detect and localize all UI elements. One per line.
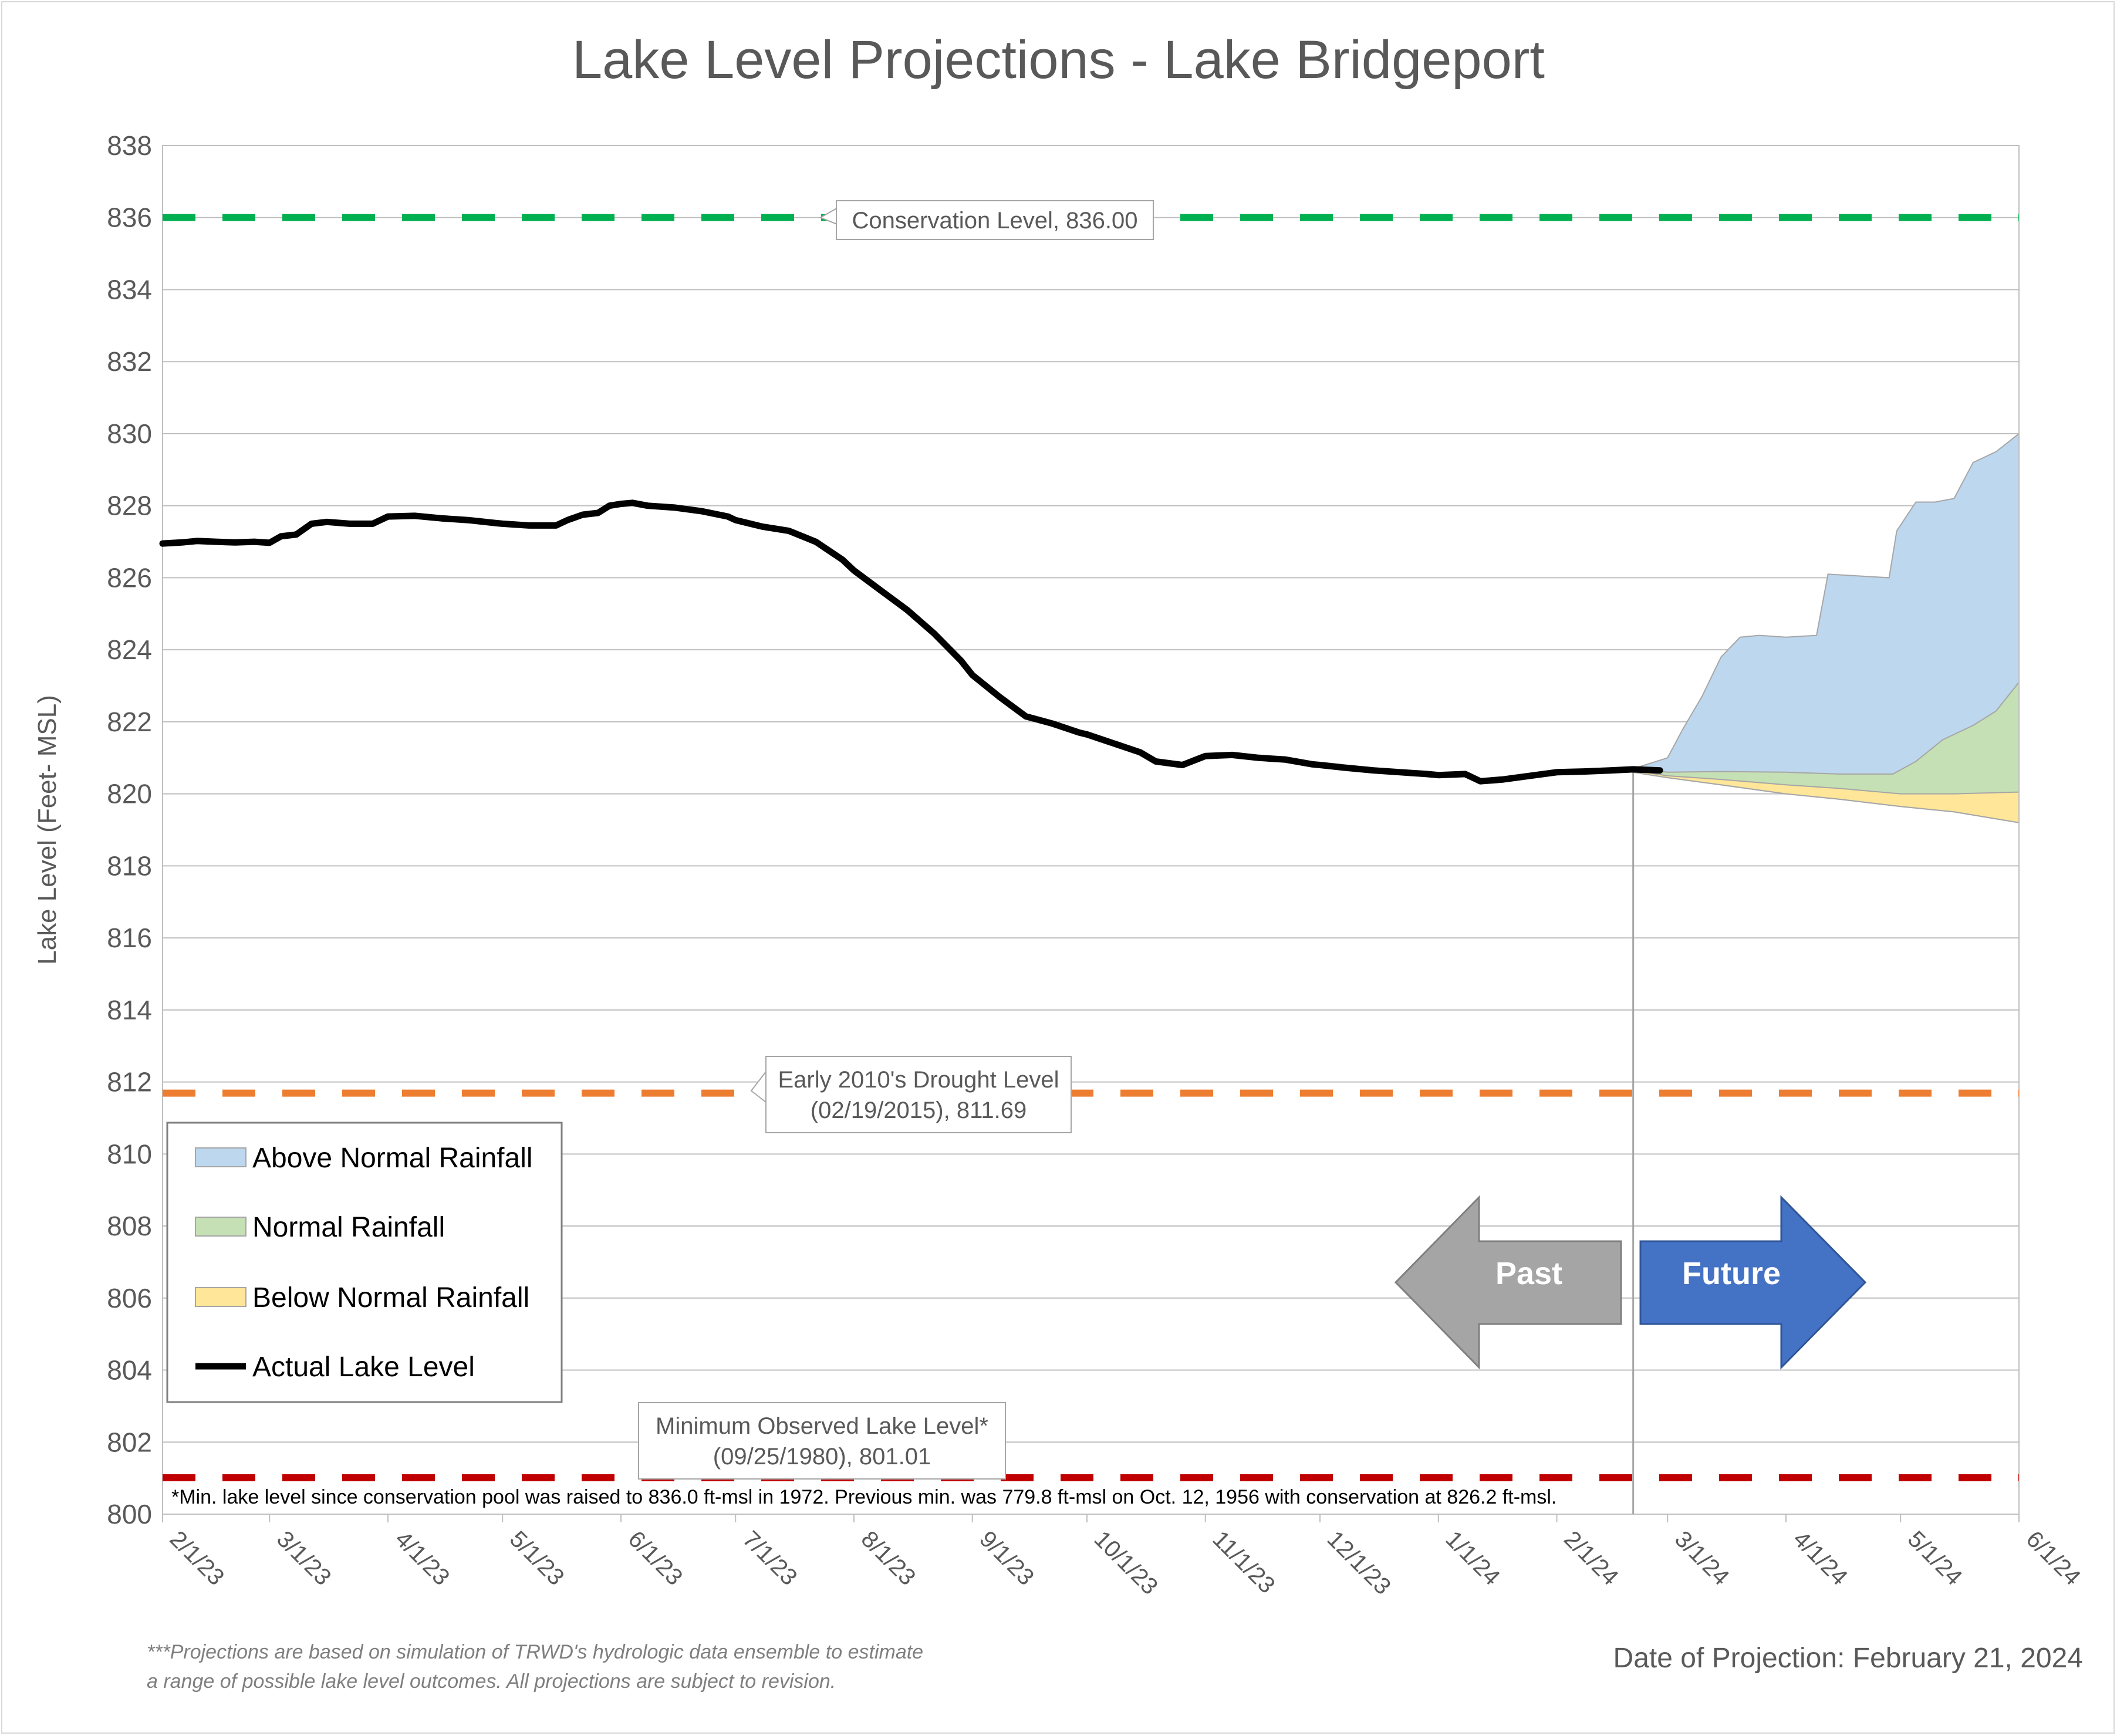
x-tick-label: 5/1/23 (505, 1526, 569, 1590)
legend-box (166, 1122, 563, 1403)
y-tick-label: 812 (107, 1067, 152, 1097)
legend-item-normal-label: Normal Rainfall (252, 1212, 445, 1243)
footnote-line-1: ***Projections are based on simulation o… (147, 1641, 924, 1663)
chart-title: Lake Level Projections - Lake Bridgeport (572, 30, 1545, 90)
footnote-line-2: a range of possible lake level outcomes.… (147, 1670, 836, 1693)
y-tick-label: 802 (107, 1427, 152, 1457)
plot-frame (162, 145, 2020, 1515)
drought-level-label-pointer (750, 1070, 767, 1104)
x-tick-label: 3/1/23 (272, 1526, 336, 1590)
minimum-level-label-text: Minimum Observed Lake Level* (656, 1413, 988, 1439)
projection-areas (1632, 432, 2020, 823)
y-tick-label: 828 (107, 491, 152, 521)
legend-item-above-normal-swatch (195, 1147, 247, 1167)
y-tick-label: 800 (107, 1499, 152, 1529)
y-tick-label: 824 (107, 634, 152, 665)
x-tick-label: 2/1/24 (1559, 1526, 1623, 1590)
annotations: Conservation Level, 836.00 Early 2010's D… (171, 200, 1867, 1508)
y-axis-title: Lake Level (Feet- MSL) (33, 695, 62, 965)
legend-item-actual: Actual Lake Level (195, 1352, 475, 1383)
conservation-level-label: Conservation Level, 836.00 (819, 200, 1154, 240)
past-arrow-label: Past (1495, 1256, 1562, 1291)
y-tick-label: 806 (107, 1283, 152, 1313)
drought-level-label-text: Early 2010's Drought Level (778, 1067, 1059, 1093)
actual-lake-level-line (159, 499, 1663, 785)
actual-lake-level-series (159, 499, 1663, 785)
minimum-level-note: *Min. lake level since conservation pool… (171, 1486, 1556, 1508)
minimum-level-label: Minimum Observed Lake Level* (09/25/1980)… (638, 1402, 1006, 1480)
projection-footnote: ***Projections are based on simulation o… (147, 1637, 1144, 1696)
legend-item-below-normal: Below Normal Rainfall (195, 1282, 529, 1313)
legend-item-below-normal-swatch (195, 1287, 247, 1307)
y-tick-label: 822 (107, 707, 152, 737)
drought-level-label-box (765, 1056, 1072, 1133)
y-tick-label: 834 (107, 274, 152, 305)
minimum-level-label-text: (09/25/1980), 801.01 (713, 1444, 931, 1470)
drought-level-label-text: (02/19/2015), 811.69 (811, 1097, 1027, 1123)
past-arrow (1394, 1195, 1622, 1370)
legend-item-normal-swatch (195, 1217, 247, 1237)
plot-area-border (162, 145, 2020, 1515)
y-tick-label: 810 (107, 1139, 152, 1169)
conservation-level-label-box (836, 200, 1154, 240)
conservation-level-label-text: Conservation Level, 836.00 (852, 208, 1138, 234)
date-of-projection: Date of Projection: February 21, 2024 (1613, 1643, 2083, 1674)
x-tick-label: 2/1/23 (165, 1526, 229, 1590)
x-tick-label: 4/1/24 (1788, 1526, 1853, 1590)
legend-item-above-normal: Above Normal Rainfall (195, 1143, 533, 1174)
y-tick-label: 830 (107, 418, 152, 449)
x-tick-label: 6/1/23 (623, 1526, 688, 1590)
minimum-level-label-box (638, 1402, 1006, 1480)
y-tick-label: 832 (107, 346, 152, 377)
x-tick-label: 7/1/23 (738, 1526, 802, 1590)
legend-item-actual-label: Actual Lake Level (252, 1352, 475, 1383)
y-tick-label: 816 (107, 923, 152, 953)
y-tick-label: 814 (107, 995, 152, 1025)
x-tick-label: 6/1/24 (2021, 1526, 2086, 1590)
drought-level-label: Early 2010's Drought Level (02/19/2015), … (750, 1056, 1072, 1133)
conservation-level-label-pointer (819, 207, 837, 225)
legend-item-below-normal-label: Below Normal Rainfall (252, 1282, 529, 1313)
y-tick-label: 836 (107, 202, 152, 233)
future-arrow-label: Future (1682, 1256, 1781, 1291)
x-tick-label: 4/1/23 (390, 1526, 455, 1590)
x-tick-label: 8/1/23 (856, 1526, 921, 1590)
legend-item-normal: Normal Rainfall (195, 1212, 445, 1243)
x-tick-label: 12/1/23 (1322, 1526, 1396, 1599)
y-tick-label: 826 (107, 562, 152, 593)
x-tick-label: 5/1/24 (1903, 1526, 1967, 1590)
x-tick-label: 10/1/23 (1089, 1526, 1163, 1599)
x-tick-label: 3/1/24 (1670, 1526, 1734, 1590)
x-tick-label: 1/1/24 (1440, 1526, 1505, 1590)
y-tick-label: 820 (107, 779, 152, 809)
y-tick-label: 808 (107, 1211, 152, 1241)
y-tick-label: 804 (107, 1355, 152, 1386)
legend-item-above-normal-label: Above Normal Rainfall (252, 1143, 533, 1174)
x-tick-label: 9/1/23 (974, 1526, 1039, 1590)
y-tick-label: 838 (107, 130, 152, 161)
x-tick-label: 11/1/23 (1207, 1526, 1279, 1598)
y-tick-label: 818 (107, 850, 152, 881)
future-arrow (1639, 1195, 1867, 1370)
legend: Above Normal Rainfall Normal Rainfall Belo… (166, 1122, 563, 1403)
